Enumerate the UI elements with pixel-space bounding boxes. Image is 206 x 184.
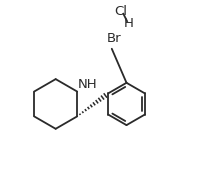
Text: NH: NH: [78, 78, 97, 91]
Text: H: H: [123, 17, 133, 30]
Text: Cl: Cl: [114, 6, 127, 18]
Text: Br: Br: [106, 32, 120, 45]
